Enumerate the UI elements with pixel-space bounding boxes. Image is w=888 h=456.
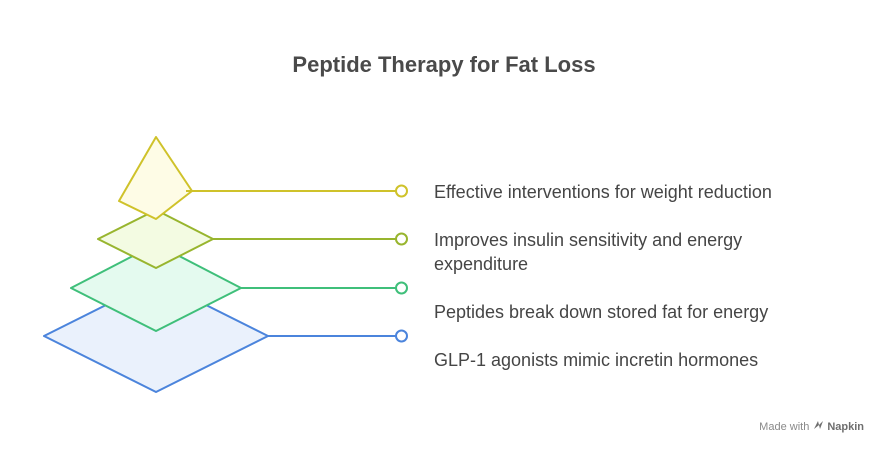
pyramid-layer-4	[43, 279, 269, 393]
footer-credit: Made with Napkin	[759, 420, 864, 433]
layer-label-4: GLP-1 agonists mimic incretin hormones	[434, 350, 759, 370]
napkin-logo-icon	[813, 420, 824, 433]
connector-dot-2	[395, 232, 408, 246]
layer-label-2: Improves insulin sensitivity and energy …	[434, 230, 743, 274]
connector-dot-4	[395, 329, 408, 343]
made-with-text: Made with	[759, 420, 810, 433]
layer-label-1: Effective interventions for weight reduc…	[434, 182, 772, 202]
connector-dot-1	[395, 184, 408, 198]
connector-dot-3	[395, 281, 408, 295]
pyramid-layer-1	[118, 136, 193, 220]
diagram-title: Peptide Therapy for Fat Loss	[292, 52, 596, 77]
napkin-brand-label: Napkin	[827, 420, 864, 433]
napkin-brand[interactable]: Napkin	[813, 420, 864, 433]
layer-label-3: Peptides break down stored fat for energ…	[434, 302, 769, 322]
pyramid-layer-3	[70, 243, 242, 332]
pyramid-layer-2	[97, 209, 214, 269]
